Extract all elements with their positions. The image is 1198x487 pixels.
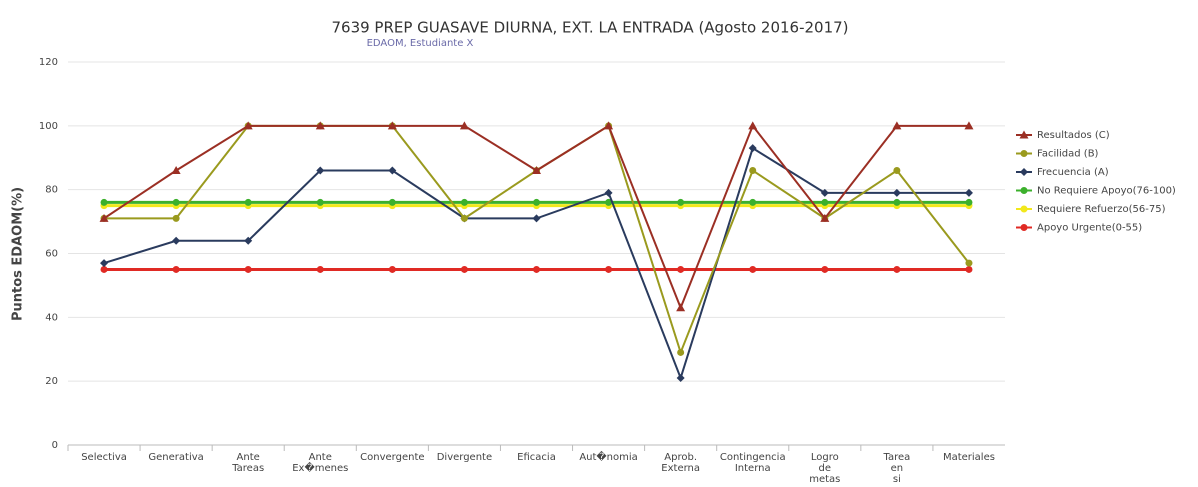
marker — [892, 121, 902, 130]
marker — [459, 121, 469, 130]
x-tick-label: Ante Tareas — [231, 452, 264, 474]
marker — [1020, 187, 1028, 194]
marker — [821, 265, 829, 273]
marker — [533, 198, 540, 206]
marker — [748, 121, 758, 130]
marker — [820, 188, 829, 197]
marker — [676, 373, 685, 382]
marker — [893, 198, 901, 206]
marker — [677, 198, 685, 206]
marker — [460, 214, 468, 222]
legend-label: Resultados (C) — [1037, 130, 1110, 141]
marker — [677, 348, 685, 356]
marker — [1019, 130, 1029, 139]
marker — [965, 259, 973, 267]
marker — [388, 166, 397, 175]
y-tick-label: 0 — [52, 440, 58, 451]
marker — [243, 121, 253, 130]
legend-label: No Requiere Apoyo(76-100) — [1037, 186, 1176, 197]
marker — [748, 144, 757, 153]
marker — [460, 198, 468, 206]
series-line — [104, 124, 970, 356]
marker — [172, 214, 180, 222]
marker — [964, 121, 974, 130]
marker — [1020, 168, 1028, 176]
x-tick-label: Materiales — [943, 452, 995, 463]
marker — [316, 166, 325, 175]
marker — [532, 214, 541, 223]
marker — [172, 198, 180, 206]
marker — [964, 188, 973, 197]
y-tick-label: 60 — [45, 249, 58, 260]
chart-subtitle: EDAOM, Estudiante X — [367, 38, 474, 49]
x-tick-label: Convergente — [360, 452, 424, 463]
legend-label: Requiere Refuerzo(56-75) — [1037, 204, 1166, 215]
marker — [676, 303, 686, 312]
chart-title: 7639 PREP GUASAVE DIURNA, EXT. LA ENTRAD… — [331, 19, 848, 37]
marker — [965, 265, 973, 273]
marker — [605, 265, 613, 273]
y-axis-label: Puntos EDAOM(%) — [11, 187, 26, 321]
marker — [388, 198, 396, 206]
x-tick-label: Generativa — [148, 452, 203, 463]
y-tick-label: 80 — [45, 185, 58, 196]
marker — [1020, 224, 1028, 231]
x-tick-label: Divergente — [437, 452, 492, 463]
marker — [244, 236, 253, 245]
marker — [1020, 205, 1028, 213]
legend-label: Apoyo Urgente(0-55) — [1037, 223, 1142, 234]
x-tick-label: Eficacia — [517, 452, 556, 463]
marker — [604, 121, 614, 130]
marker — [821, 198, 829, 206]
marker — [172, 265, 180, 273]
x-tick-label: Selectiva — [81, 452, 127, 463]
x-tick-label: Ante Ex�menes — [292, 452, 348, 474]
marker — [533, 265, 540, 273]
y-tick-label: 20 — [45, 376, 58, 387]
legend-label: Facilidad (B) — [1037, 149, 1099, 160]
marker — [749, 198, 757, 206]
marker — [315, 121, 325, 130]
marker — [892, 188, 901, 197]
marker — [316, 265, 324, 273]
marker — [749, 167, 757, 175]
marker — [460, 265, 468, 273]
x-tick-label: Tarea en si — [883, 452, 911, 485]
marker — [100, 198, 108, 206]
marker — [172, 236, 181, 245]
marker — [604, 188, 613, 197]
marker — [388, 265, 396, 273]
marker — [893, 265, 901, 273]
marker — [820, 213, 830, 222]
marker — [532, 166, 541, 175]
x-tick-label: Aut�nomia — [579, 450, 637, 463]
y-tick-label: 40 — [45, 312, 58, 323]
series-line — [103, 146, 969, 381]
x-tick-label: Aprob. Externa — [661, 452, 700, 474]
marker — [316, 198, 324, 206]
marker — [100, 259, 109, 268]
marker — [244, 198, 252, 206]
marker — [677, 265, 685, 273]
marker — [749, 265, 757, 273]
marker — [99, 213, 109, 222]
marker — [387, 121, 397, 130]
x-tick-label: Logro de metas — [809, 452, 840, 485]
y-tick-label: 100 — [39, 121, 58, 132]
marker — [171, 166, 181, 175]
marker — [605, 198, 613, 206]
legend-label: Frecuencia (A) — [1037, 167, 1109, 178]
marker — [244, 265, 252, 273]
y-tick-label: 120 — [39, 57, 58, 68]
x-tick-label: Contingencia Interna — [720, 452, 786, 474]
marker — [1020, 150, 1028, 157]
marker — [893, 167, 901, 175]
marker — [965, 198, 973, 206]
marker — [100, 265, 108, 273]
